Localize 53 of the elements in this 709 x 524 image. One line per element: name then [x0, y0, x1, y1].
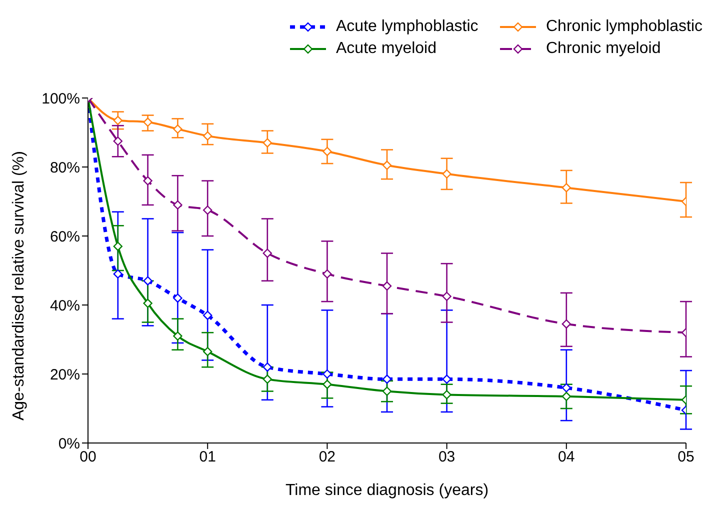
- point: [173, 294, 182, 303]
- point: [173, 200, 182, 210]
- point: [382, 386, 392, 396]
- legend-label: Chronic lymphoblastic: [546, 18, 703, 36]
- point: [382, 281, 392, 291]
- point: [113, 269, 122, 279]
- point: [322, 146, 332, 156]
- point: [143, 176, 152, 186]
- legend-label: Chronic myeloid: [546, 40, 661, 58]
- point: [203, 206, 212, 215]
- y-tick-label: 20%: [50, 366, 80, 384]
- point: [143, 118, 152, 127]
- point: [442, 390, 452, 400]
- point: [442, 169, 452, 178]
- point: [113, 116, 122, 126]
- y-tick-label: 100%: [42, 90, 80, 108]
- point: [113, 242, 122, 251]
- point: [322, 369, 332, 379]
- point: [173, 331, 182, 341]
- point: [382, 374, 392, 384]
- y-tick-label: 40%: [50, 297, 80, 314]
- y-tick-label: 0%: [58, 435, 80, 452]
- point: [442, 292, 452, 301]
- point: [562, 183, 571, 192]
- point: [203, 346, 212, 356]
- x-tick-label: 05: [678, 448, 694, 466]
- x-tick-label: 00: [80, 448, 96, 466]
- point: [562, 392, 571, 402]
- point: [262, 374, 272, 384]
- point: [262, 138, 272, 148]
- point: [143, 276, 152, 286]
- point: [382, 160, 392, 170]
- point: [562, 383, 571, 392]
- point: [173, 124, 182, 134]
- point: [322, 269, 332, 279]
- y-tick-label: 80%: [50, 159, 80, 176]
- x-axis-title: Time since diagnosis (years): [285, 482, 489, 499]
- point: [322, 380, 332, 389]
- point: [203, 131, 212, 141]
- point: [203, 310, 212, 320]
- point: [562, 319, 571, 329]
- x-tick-label: 03: [438, 448, 456, 466]
- legend-label: Acute myeloid: [336, 40, 436, 58]
- y-tick-label: 60%: [50, 228, 80, 246]
- point: [143, 298, 152, 308]
- y-axis-title: Age-standardised relative survival (%): [10, 151, 28, 420]
- point: [262, 248, 272, 258]
- x-tick-label: 04: [558, 448, 575, 466]
- x-tick-label: 02: [318, 448, 336, 466]
- point: [113, 136, 122, 146]
- point: [262, 362, 272, 372]
- legend-label: Acute lymphoblastic: [336, 18, 478, 36]
- x-tick-label: 01: [199, 448, 216, 466]
